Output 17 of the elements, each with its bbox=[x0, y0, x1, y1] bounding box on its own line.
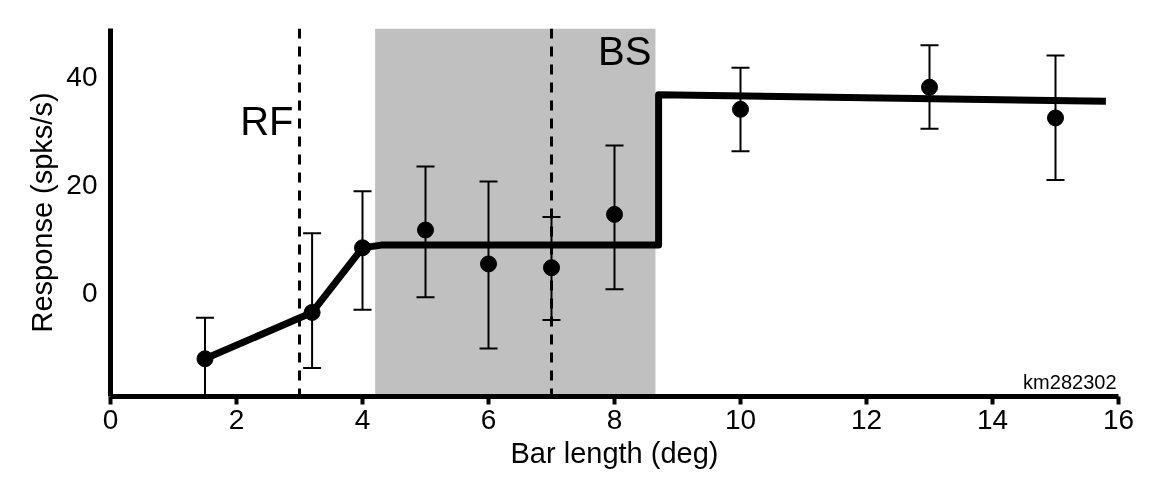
band-label: BS bbox=[598, 28, 652, 73]
x-tick-label: 2 bbox=[228, 403, 245, 435]
x-tick-label: 14 bbox=[976, 403, 1009, 435]
x-tick-label: 12 bbox=[850, 403, 883, 435]
y-tick-label: 0 bbox=[81, 277, 98, 309]
x-tick-label: 8 bbox=[606, 403, 623, 435]
x-tick-label: 10 bbox=[724, 403, 757, 435]
ref-line-label: RF bbox=[240, 98, 294, 143]
x-tick-label: 6 bbox=[480, 403, 497, 435]
x-tick-label: 16 bbox=[1102, 403, 1135, 435]
annotation: km282302 bbox=[1023, 370, 1117, 393]
x-axis-title: Bar length (deg) bbox=[510, 436, 719, 469]
x-tick-label: 4 bbox=[354, 403, 371, 435]
y-tick-label: 40 bbox=[66, 61, 98, 93]
y-axis-title: Response (spks/s) bbox=[26, 92, 59, 333]
x-tick-label: 0 bbox=[102, 403, 119, 435]
y-tick-label: 20 bbox=[66, 169, 98, 201]
